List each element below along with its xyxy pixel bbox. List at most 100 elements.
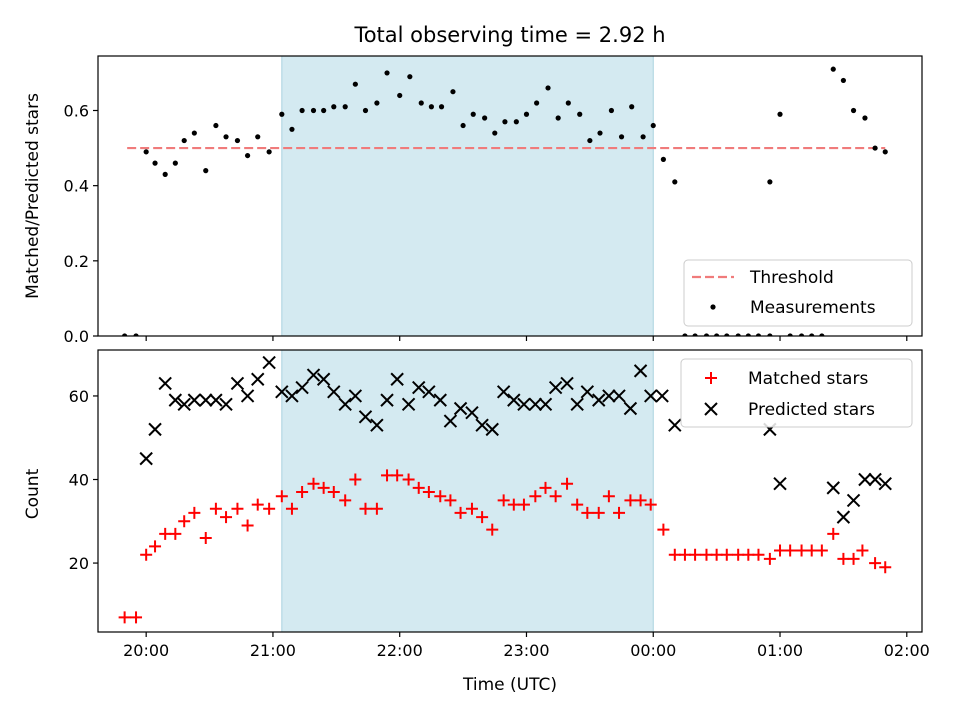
measurements-point bbox=[492, 130, 498, 136]
measurements-point bbox=[534, 100, 540, 106]
predicted-stars-point bbox=[602, 389, 616, 403]
bottom-y-tick-label: 60 bbox=[69, 387, 89, 406]
measurements-point bbox=[352, 81, 358, 87]
top-axes-frame bbox=[97, 55, 923, 337]
predicted-stars-point bbox=[507, 393, 521, 407]
bottom-y-tick-label: 40 bbox=[69, 471, 89, 490]
matched-stars-point bbox=[678, 548, 691, 561]
predicted-stars-point bbox=[644, 389, 658, 403]
bottom-legend-box bbox=[680, 358, 913, 428]
predicted-stars-point bbox=[251, 372, 265, 386]
matched-stars-point bbox=[732, 548, 745, 561]
measurements-point bbox=[660, 156, 666, 162]
measurements-point bbox=[577, 111, 583, 117]
measurements-point bbox=[555, 115, 561, 121]
matched-stars-point bbox=[486, 523, 499, 536]
matched-stars-point bbox=[476, 511, 489, 524]
predicted-stars-point bbox=[412, 380, 426, 395]
predicted-stars-point bbox=[560, 376, 574, 391]
matched-stars-point bbox=[391, 469, 404, 482]
top-y-tick-label: 0.4 bbox=[64, 177, 89, 196]
matched-stars-point bbox=[700, 548, 713, 561]
matched-stars-point bbox=[327, 486, 340, 499]
matched-stars-point bbox=[856, 544, 869, 557]
measurements-point bbox=[714, 333, 720, 336]
predicted-stars-point bbox=[158, 376, 172, 391]
measurements-point bbox=[640, 134, 646, 140]
predicted-stars-point bbox=[187, 393, 202, 407]
measurements-point bbox=[819, 333, 825, 336]
predicted-stars-point bbox=[538, 397, 553, 412]
matched-stars-point bbox=[869, 557, 882, 570]
matched-stars-point bbox=[507, 498, 520, 511]
predicted-stars-point bbox=[390, 372, 404, 386]
bottom-x-tick-label: 02:00 bbox=[884, 641, 930, 660]
measurements-point bbox=[223, 134, 229, 140]
predicted-stars-point bbox=[358, 410, 373, 424]
legend-predicted-swatch bbox=[704, 402, 718, 416]
measurements-point bbox=[735, 333, 741, 336]
matched-stars-point bbox=[689, 548, 702, 561]
measurements-point bbox=[650, 122, 656, 129]
predicted-stars-point bbox=[262, 355, 276, 370]
top-legend-box bbox=[683, 259, 913, 327]
measurements-point bbox=[438, 104, 445, 110]
measurements-point bbox=[523, 111, 530, 117]
measurements-point bbox=[428, 104, 435, 110]
measurements-point bbox=[191, 130, 197, 136]
matched-stars-point bbox=[720, 548, 733, 561]
measurements-point bbox=[502, 119, 508, 125]
predicted-stars-point bbox=[443, 414, 458, 428]
measurements-point bbox=[321, 107, 327, 114]
bottom-x-tick-label: 22:00 bbox=[377, 641, 423, 660]
measurements-point bbox=[213, 122, 219, 129]
legend-measurements-swatch bbox=[710, 304, 716, 310]
matched-stars-point bbox=[275, 490, 288, 503]
predicted-stars-point bbox=[338, 397, 352, 412]
bottom-x-tick-label: 23:00 bbox=[503, 641, 549, 660]
predicted-stars-point bbox=[868, 472, 882, 487]
matched-stars-point bbox=[454, 506, 467, 519]
bottom-panel: 20:00 21:00 22:00 23:00 00:00 01:00 02:00 20 40 6… bbox=[69, 349, 930, 660]
measurements-point bbox=[482, 115, 488, 121]
predicted-stars-point bbox=[199, 393, 213, 407]
predicted-stars-point bbox=[306, 368, 321, 382]
measurements-point bbox=[418, 100, 424, 106]
predicted-stars-point bbox=[465, 405, 479, 420]
matched-stars-point bbox=[263, 502, 276, 515]
matched-stars-point bbox=[657, 523, 670, 536]
matched-stars-point bbox=[763, 552, 776, 565]
legend-matched-swatch bbox=[705, 372, 717, 384]
measurements-point bbox=[172, 160, 178, 166]
matched-stars-point bbox=[529, 490, 542, 503]
matched-stars-point bbox=[349, 473, 362, 486]
matched-stars-point bbox=[231, 502, 244, 515]
measurements-point bbox=[777, 111, 783, 117]
predicted-stars-point bbox=[295, 380, 309, 395]
matched-stars-point bbox=[118, 611, 131, 624]
matched-stars-point bbox=[251, 498, 264, 511]
matched-stars-point bbox=[130, 611, 143, 624]
top-y-tick-label: 0.0 bbox=[64, 327, 89, 346]
matched-stars-point bbox=[422, 486, 435, 499]
matched-stars-point bbox=[561, 477, 574, 490]
matched-stars-point bbox=[592, 506, 605, 519]
measurements-point bbox=[587, 137, 593, 144]
matched-stars-point bbox=[668, 548, 681, 561]
matched-stars-point bbox=[879, 561, 892, 574]
measurements-point bbox=[450, 89, 456, 95]
predicted-stars-point bbox=[422, 385, 436, 399]
predicted-stars-point bbox=[612, 389, 626, 403]
measurements-point bbox=[724, 333, 730, 336]
predicted-stars-point bbox=[168, 393, 183, 407]
measurements-point bbox=[850, 107, 857, 114]
measurements-point bbox=[545, 85, 551, 91]
measurements-point bbox=[755, 333, 762, 336]
matched-stars-point bbox=[752, 548, 765, 561]
matched-stars-point bbox=[539, 481, 552, 494]
matched-stars-point bbox=[602, 490, 615, 503]
predicted-stars-point bbox=[878, 476, 892, 491]
predicted-stars-point bbox=[475, 418, 489, 432]
measurements-point bbox=[862, 115, 868, 121]
